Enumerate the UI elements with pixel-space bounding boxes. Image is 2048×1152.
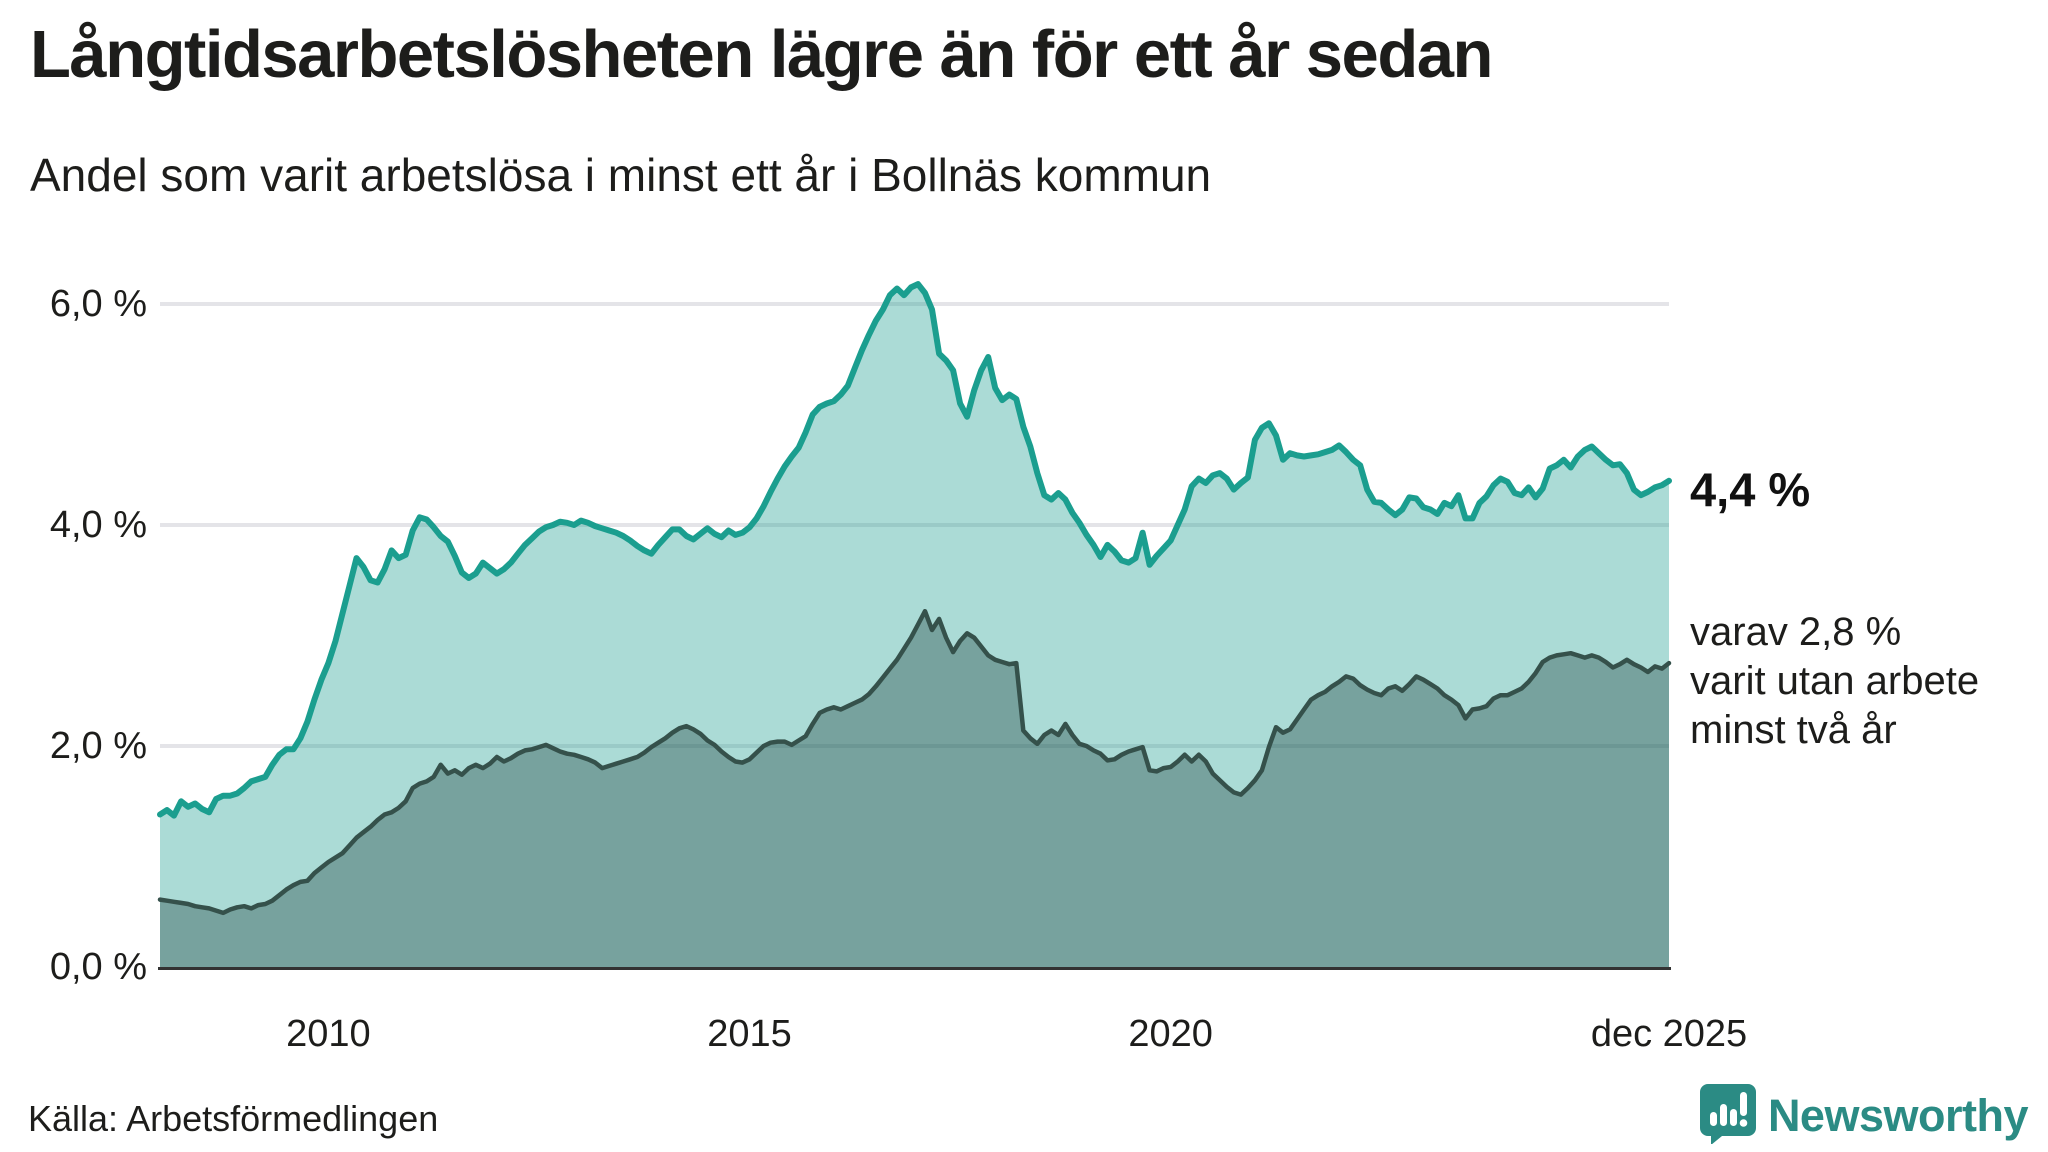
newsworthy-wordmark: Newsworthy	[1767, 1089, 2029, 1141]
secondary-annotation-line1: varav 2,8 %	[1690, 610, 1902, 654]
y-tick-label: 6,0 %	[49, 283, 147, 325]
x-tick-label: dec 2025	[1590, 1013, 1748, 1055]
series-one-year-line	[157, 281, 1672, 819]
series-two-years-area	[160, 611, 1669, 967]
secondary-annotation-line3: minst två år	[1690, 708, 1897, 752]
x-tick-label: 2015	[707, 1013, 792, 1055]
x-tick-label: 2010	[286, 1013, 371, 1055]
source-credit: Källa: Arbetsförmedlingen	[28, 1098, 439, 1139]
secondary-annotation-line2: varit utan arbete	[1690, 659, 1980, 703]
y-tick-label: 4,0 %	[49, 504, 147, 546]
series-two-years-line	[157, 608, 1672, 916]
secondary-annotation: varav 2,8 % varit utan arbete minst två …	[1690, 608, 1979, 755]
latest-value-annotation: 4,4 %	[1690, 463, 1811, 516]
y-tick-label: 2,0 %	[49, 725, 147, 767]
y-tick-label: 0,0 %	[49, 946, 147, 988]
x-tick-label: 2020	[1128, 1013, 1213, 1055]
page-title: Långtidsarbetslösheten lägre än för ett …	[30, 17, 1493, 92]
newsworthy-brand[interactable]: Newsworthy	[1698, 1082, 2029, 1149]
chart-subtitle: Andel som varit arbetslösa i minst ett å…	[30, 149, 1212, 201]
newsworthy-logo-icon	[1698, 1082, 1758, 1149]
